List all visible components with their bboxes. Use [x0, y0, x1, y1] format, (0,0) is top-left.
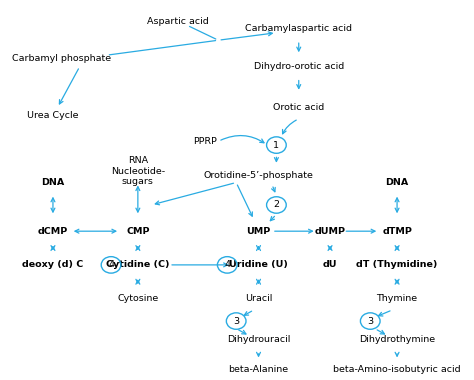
Text: deoxy (d) C: deoxy (d) C — [22, 260, 83, 269]
Text: beta-Amino-isobutyric acid: beta-Amino-isobutyric acid — [333, 365, 461, 374]
Text: Thymine: Thymine — [376, 294, 418, 303]
Text: 4: 4 — [108, 260, 114, 269]
Text: PPRP: PPRP — [193, 137, 217, 146]
Text: RNA
Nucleotide-
sugars: RNA Nucleotide- sugars — [111, 157, 165, 186]
Text: DNA: DNA — [41, 178, 64, 187]
Text: Dihydrothymine: Dihydrothymine — [359, 335, 435, 344]
Text: Cytosine: Cytosine — [117, 294, 158, 303]
Text: dT (Thymidine): dT (Thymidine) — [356, 260, 438, 269]
Text: dCMP: dCMP — [38, 227, 68, 236]
Text: UMP: UMP — [246, 227, 271, 236]
Text: CMP: CMP — [126, 227, 150, 236]
Text: Aspartic acid: Aspartic acid — [147, 17, 209, 26]
Text: Orotidine-5’-phosphate: Orotidine-5’-phosphate — [204, 171, 313, 179]
Text: dUMP: dUMP — [315, 227, 346, 236]
Text: Orotic acid: Orotic acid — [273, 103, 324, 112]
Text: Dihydro-orotic acid: Dihydro-orotic acid — [254, 62, 344, 71]
Text: Urea Cycle: Urea Cycle — [27, 111, 79, 120]
Text: Cytidine (C): Cytidine (C) — [106, 260, 170, 269]
Text: beta-Alanine: beta-Alanine — [228, 365, 289, 374]
Text: 3: 3 — [233, 317, 239, 326]
Text: 4: 4 — [224, 260, 230, 269]
Text: Dihydrouracil: Dihydrouracil — [227, 335, 290, 344]
Text: 1: 1 — [273, 141, 279, 150]
Text: dTMP: dTMP — [382, 227, 412, 236]
Text: Uracil: Uracil — [245, 294, 272, 303]
Text: Carbamyl phosphate: Carbamyl phosphate — [12, 54, 111, 63]
Text: dU: dU — [323, 260, 337, 269]
Text: DNA: DNA — [385, 178, 409, 187]
Text: 2: 2 — [273, 201, 279, 209]
Text: Uridine (U): Uridine (U) — [229, 260, 288, 269]
Text: Carbamylaspartic acid: Carbamylaspartic acid — [245, 24, 352, 33]
Text: 3: 3 — [367, 317, 374, 326]
